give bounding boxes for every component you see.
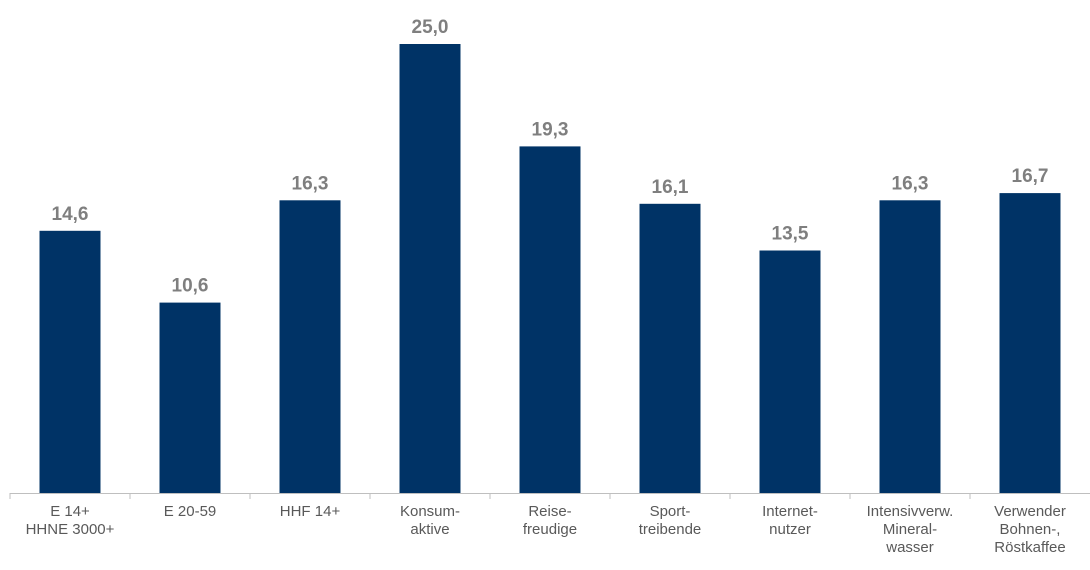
x-tick-label-line: HHF 14+ [280,503,341,520]
x-tick-label-3: HHF 14+ [280,503,341,520]
value-label-9: 16,7 [1012,166,1049,187]
x-tick-label-line: Internet- [762,503,818,520]
value-label-8: 16,3 [892,173,929,194]
bar-1 [40,231,101,493]
x-tick-label-line: aktive [410,521,449,538]
x-tick-label-4: Konsum-aktive [400,503,460,538]
x-tick-label-line: Reise- [528,503,571,520]
x-tick-label-line: E 14+ [50,503,90,520]
x-tick-label-7: Internet-nutzer [762,503,818,538]
x-tick-label-6: Sport-treibende [639,503,702,538]
x-tick-label-line: freudige [523,521,577,538]
x-tick-label-2: E 20-59 [164,503,217,520]
x-tick-label-line: Mineral- [883,521,937,538]
x-axis-tick-labels-group: E 14+ HHNE 3000+ E 20-59 HHF 14+ Konsum-akti… [26,503,1066,556]
value-label-4: 25,0 [412,17,449,38]
x-tick-label-line: treibende [639,521,702,538]
x-tick-label-line: Bohnen-, [1000,521,1061,538]
value-label-3: 16,3 [292,173,329,194]
x-tick-label-line: HHNE 3000+ [26,521,115,538]
bar-7 [760,251,821,494]
x-tick-label-line: Konsum- [400,503,460,520]
bar-4 [400,44,461,493]
x-tick-label-line: Intensivverw. [867,503,954,520]
value-label-6: 16,1 [652,177,689,198]
x-tick-label-line: nutzer [769,521,811,538]
x-tick-label-line: Sport- [650,503,691,520]
x-tick-label-8: Intensivverw. Mineral-wasser [867,503,954,556]
bar-2 [160,303,221,493]
x-tick-label-line: Verwender [994,503,1066,520]
bar-9 [1000,193,1061,493]
value-label-5: 19,3 [532,119,569,140]
value-label-7: 13,5 [772,224,809,245]
x-tick-label-line: Röstkaffee [994,539,1065,556]
bar-5 [520,146,581,493]
x-tick-label-5: Reise-freudige [523,503,577,538]
bar-3 [280,200,341,493]
x-tick-label-line: E 20-59 [164,503,217,520]
x-tick-label-line: wasser [885,539,934,556]
x-tick-label-1: E 14+ HHNE 3000+ [26,503,115,538]
value-label-1: 14,6 [52,204,89,225]
bar-6 [640,204,701,493]
x-tick-label-9: Verwender Bohnen-, Röstkaffee [994,503,1066,556]
bars-group [40,44,1061,493]
value-label-2: 10,6 [172,276,209,297]
bar-8 [880,200,941,493]
